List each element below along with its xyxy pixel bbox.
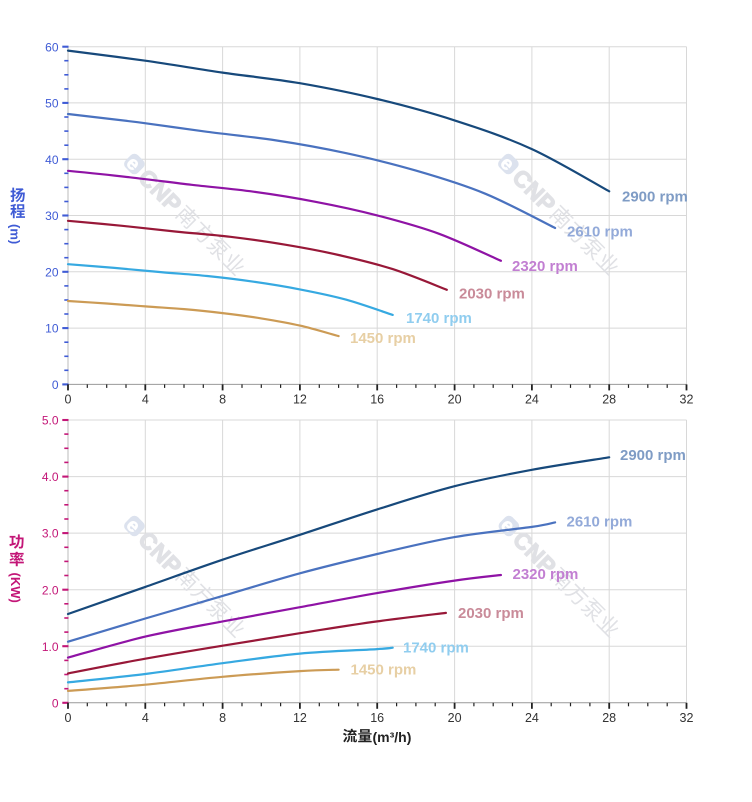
svg-text:2610 rpm: 2610 rpm — [567, 224, 633, 241]
svg-text:8: 8 — [219, 392, 226, 406]
svg-text:4: 4 — [142, 711, 149, 725]
svg-text:2900 rpm: 2900 rpm — [622, 189, 688, 206]
svg-text:4.0: 4.0 — [42, 470, 59, 484]
svg-text:32: 32 — [680, 392, 694, 406]
svg-text:1.0: 1.0 — [42, 640, 59, 654]
svg-text:20: 20 — [448, 392, 462, 406]
svg-text:20: 20 — [45, 265, 59, 279]
svg-text:40: 40 — [45, 153, 59, 167]
svg-text:32: 32 — [680, 711, 694, 725]
svg-text:28: 28 — [602, 711, 616, 725]
svg-text:0: 0 — [65, 711, 72, 725]
svg-text:12: 12 — [293, 711, 307, 725]
svg-text:24: 24 — [525, 392, 539, 406]
svg-text:16: 16 — [370, 392, 384, 406]
svg-text:2030 rpm: 2030 rpm — [458, 605, 524, 622]
svg-text:1740 rpm: 1740 rpm — [403, 640, 469, 657]
svg-text:0: 0 — [52, 378, 59, 392]
svg-text:(KW): (KW) — [8, 573, 23, 603]
svg-text:2610 rpm: 2610 rpm — [567, 514, 633, 531]
svg-text:5.0: 5.0 — [42, 414, 59, 428]
svg-text:2900 rpm: 2900 rpm — [620, 447, 686, 464]
svg-text:(m³/h): (m³/h) — [373, 729, 412, 745]
svg-text:(m): (m) — [8, 224, 23, 244]
svg-text:24: 24 — [525, 711, 539, 725]
svg-text:12: 12 — [293, 392, 307, 406]
svg-text:50: 50 — [45, 97, 59, 111]
svg-text:2320 rpm: 2320 rpm — [512, 258, 578, 275]
svg-text:4: 4 — [142, 392, 149, 406]
svg-text:28: 28 — [602, 392, 616, 406]
svg-text:2030 rpm: 2030 rpm — [459, 286, 525, 303]
svg-text:1740 rpm: 1740 rpm — [406, 310, 472, 327]
svg-text:60: 60 — [45, 40, 59, 54]
svg-text:0: 0 — [52, 696, 59, 710]
svg-text:1450 rpm: 1450 rpm — [351, 662, 417, 679]
svg-text:1450 rpm: 1450 rpm — [350, 330, 416, 347]
svg-text:3.0: 3.0 — [42, 527, 59, 541]
svg-text:0: 0 — [65, 392, 72, 406]
svg-text:10: 10 — [45, 322, 59, 336]
svg-text:30: 30 — [45, 209, 59, 223]
svg-text:20: 20 — [448, 711, 462, 725]
svg-text:8: 8 — [219, 711, 226, 725]
svg-text:16: 16 — [370, 711, 384, 725]
svg-text:2.0: 2.0 — [42, 583, 59, 597]
svg-text:2320 rpm: 2320 rpm — [513, 566, 579, 583]
